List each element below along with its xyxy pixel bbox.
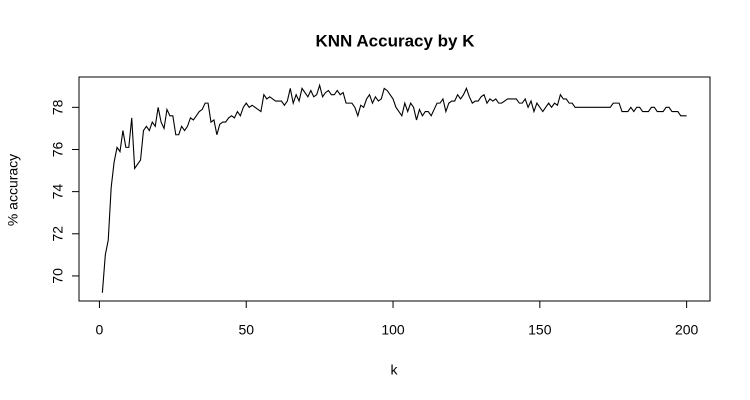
x-tick-label: 100 (381, 322, 405, 338)
y-tick-label: 72 (50, 226, 66, 242)
x-tick-label: 0 (96, 322, 104, 338)
y-tick-label: 70 (50, 268, 66, 284)
x-tick-label: 150 (528, 322, 552, 338)
x-tick-label: 50 (238, 322, 254, 338)
y-tick-label: 76 (50, 141, 66, 157)
y-tick-label: 74 (50, 184, 66, 200)
plot-frame (78, 76, 711, 302)
x-tick-label: 200 (675, 322, 699, 338)
y-tick-label: 78 (50, 99, 66, 115)
accuracy-line (101, 83, 687, 293)
y-axis-label: % accuracy (5, 154, 21, 226)
x-axis-label: k (391, 362, 399, 378)
chart-title: KNN Accuracy by K (315, 31, 475, 50)
